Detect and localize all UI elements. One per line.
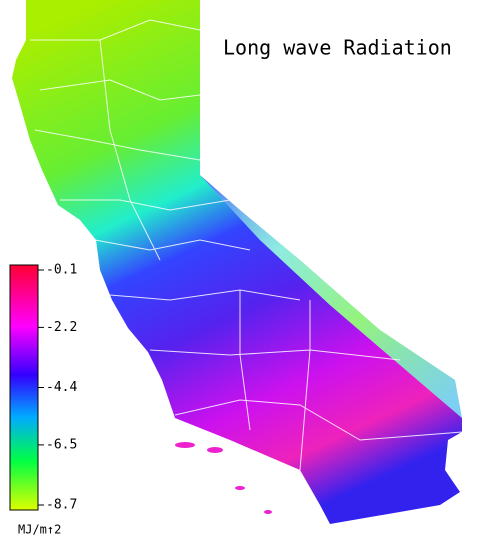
colorbar-tick-label: -8.7: [46, 498, 77, 513]
color-legend: MJ/m↑2 -0.1 -2.2 -4.4 -6.5 -8.7: [9, 263, 77, 537]
map-title: Long wave Radiation: [223, 36, 452, 60]
state-shape: [12, 0, 462, 524]
colorbar-tick-label: -2.2: [46, 320, 77, 335]
colorbar-tick-label: -6.5: [46, 437, 77, 452]
colorbar: [9, 264, 39, 511]
colorbar-tick-label: -4.4: [46, 380, 77, 395]
california-map: [12, 0, 463, 524]
islands: [175, 442, 272, 514]
colorbar-tick-label: -0.1: [46, 263, 77, 278]
county-lines: [30, 19, 463, 471]
inland-shading: [200, 175, 462, 418]
colorbar-unit: MJ/m↑2: [18, 523, 61, 537]
